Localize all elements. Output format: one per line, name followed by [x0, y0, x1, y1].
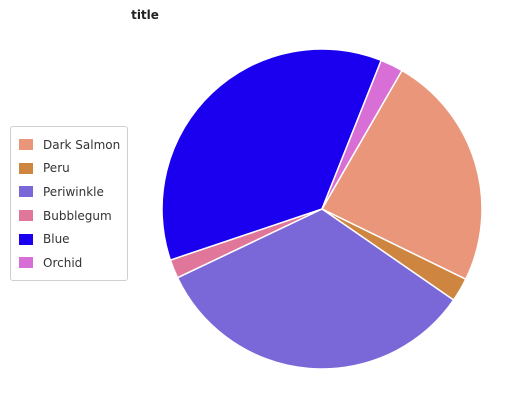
- legend-item-blue: Blue: [19, 227, 119, 251]
- pie-slice-dark-salmon: [320, 69, 483, 281]
- legend-item-periwinkle: Periwinkle: [19, 180, 119, 204]
- legend-swatch: [19, 139, 33, 151]
- legend-swatch: [19, 233, 33, 245]
- legend-label: Bubblegum: [43, 208, 112, 223]
- legend-swatch: [19, 162, 33, 174]
- legend-label: Periwinkle: [43, 184, 104, 199]
- legend-swatch: [19, 186, 33, 198]
- legend-swatch: [19, 210, 33, 222]
- legend-item-bubblegum: Bubblegum: [19, 204, 119, 228]
- legend-label: Blue: [43, 232, 70, 247]
- pie-slice-blue: [161, 48, 383, 261]
- legend-item-peru: Peru: [19, 157, 119, 181]
- legend-label: Orchid: [43, 255, 83, 270]
- legend-swatch: [19, 257, 33, 269]
- legend-label: Peru: [43, 161, 70, 176]
- pie-slice-periwinkle: [176, 208, 455, 370]
- chart-title: title: [131, 8, 159, 22]
- legend-item-dark-salmon: Dark Salmon: [19, 133, 121, 157]
- pie-slice-orchid: [321, 59, 404, 210]
- legend-item-orchid: Orchid: [19, 251, 119, 275]
- legend-label: Dark Salmon: [43, 137, 121, 152]
- legend: Dark Salmon Peru Periwinkle Bubblegum Blue Or…: [10, 126, 128, 281]
